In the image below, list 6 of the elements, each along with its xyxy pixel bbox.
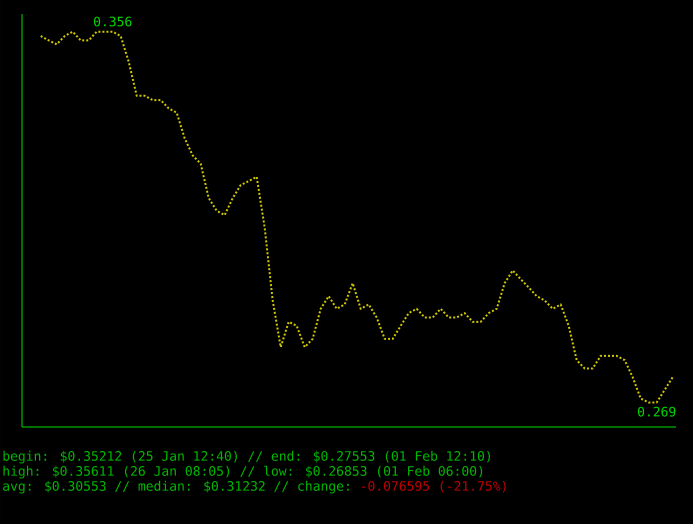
text: avg: $0.30553 // median: $0.31232 // change: [3, 480, 349, 494]
text: high: $0.35611 (26 Jan 08:05) // low: $0.26853 (01 Feb 06:00) [4, 466, 482, 478]
text: begin: $0.35212 (25 Jan 12:40) // end: $0.27553 (01 Feb 12:10) [4, 450, 490, 464]
annotation: 0.269 [638, 406, 676, 417]
annotation: 0.356 [94, 16, 132, 26]
text: -0.076595 (-21.75%) [362, 480, 506, 492]
